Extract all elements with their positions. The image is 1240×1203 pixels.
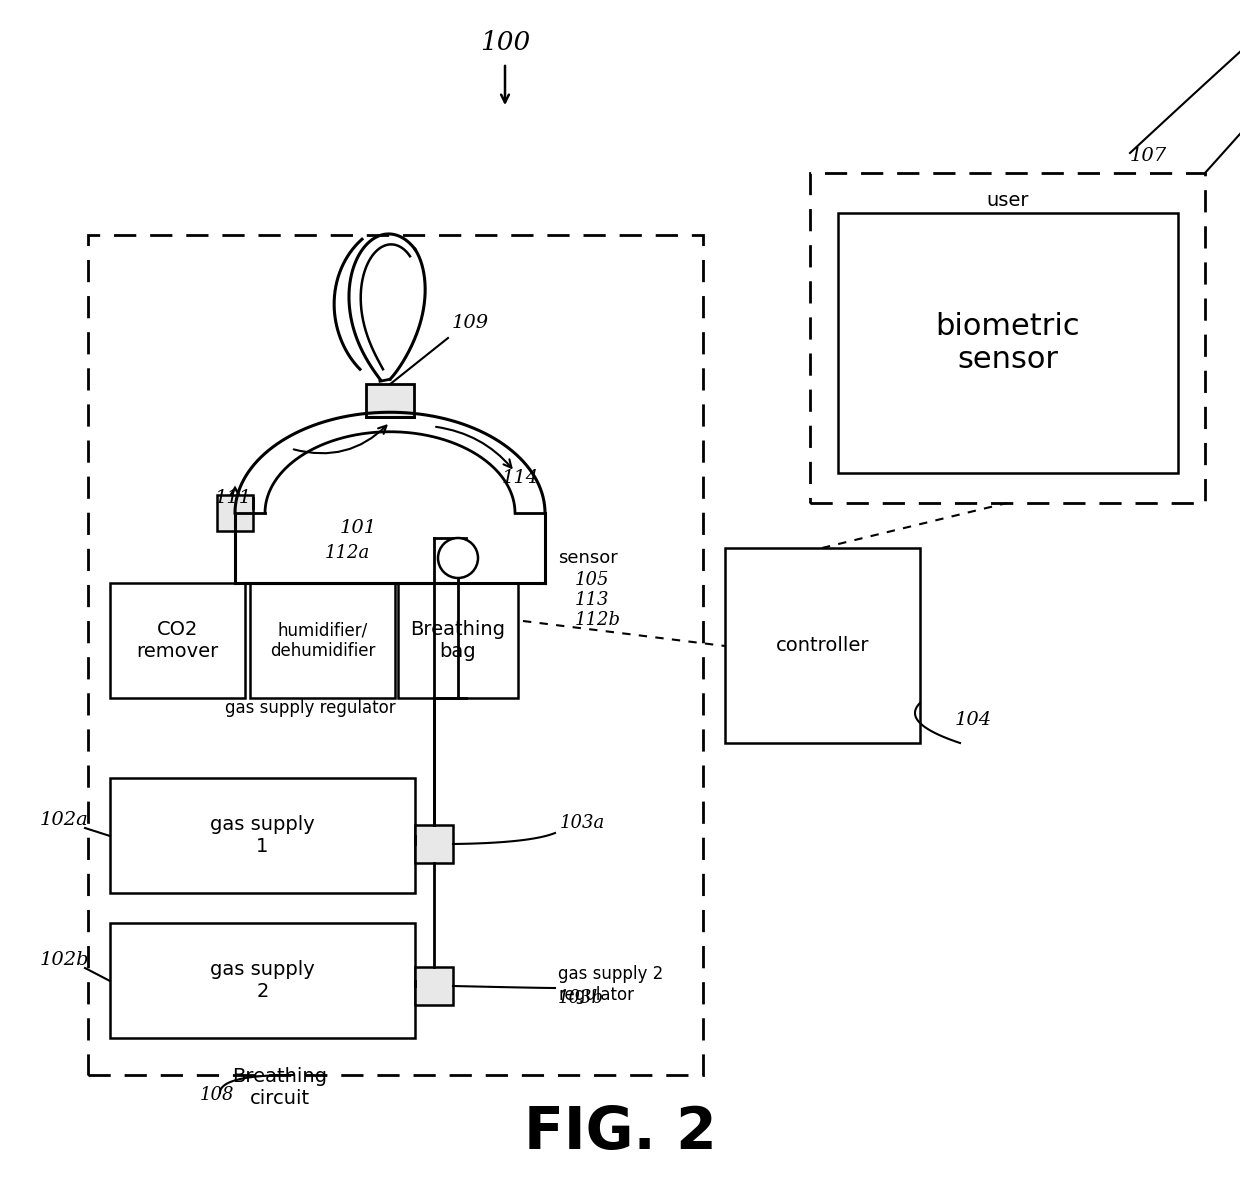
Text: 104: 104 [955,711,992,729]
Bar [110,923,415,1038]
Bar [725,549,920,743]
Polygon shape [223,488,247,508]
Text: 112b: 112b [575,611,621,629]
Text: sensor: sensor [558,549,618,567]
Bar [250,583,396,698]
Bar [398,583,518,698]
Circle shape [438,538,477,577]
Text: 113: 113 [575,591,610,609]
Text: humidifier/
dehumidifier: humidifier/ dehumidifier [270,621,376,660]
Text: Breathing
bag: Breathing bag [410,620,506,660]
Text: Breathing
circuit: Breathing circuit [233,1067,327,1108]
Text: 105: 105 [575,571,610,589]
Text: 112a: 112a [325,544,371,562]
Text: 103b: 103b [558,989,604,1007]
Bar [415,967,453,1005]
Bar [110,583,246,698]
Text: 108: 108 [200,1086,234,1104]
Text: 101: 101 [340,518,377,537]
Text: 102a: 102a [40,811,89,829]
Bar [217,494,253,531]
Text: 102b: 102b [40,952,89,968]
Text: user: user [986,191,1029,211]
Bar [88,235,703,1075]
Text: 114: 114 [502,469,539,487]
Text: gas supply
1: gas supply 1 [210,814,315,857]
Bar [110,778,415,893]
Bar [810,173,1205,503]
Text: 111: 111 [215,488,252,506]
Text: CO2
remover: CO2 remover [136,620,218,660]
Text: controller: controller [776,636,869,654]
Text: 109: 109 [453,314,489,332]
Text: gas supply regulator: gas supply regulator [224,699,396,717]
Bar [415,825,453,863]
Text: gas supply
2: gas supply 2 [210,960,315,1001]
Text: 103a: 103a [560,814,605,832]
Text: 100: 100 [480,30,531,55]
Text: FIG. 2: FIG. 2 [523,1104,717,1161]
Text: biometric
sensor: biometric sensor [936,312,1080,374]
Bar [366,384,414,417]
Bar [838,213,1178,473]
Text: 107: 107 [1130,147,1167,165]
Text: gas supply 2
regulator: gas supply 2 regulator [558,965,663,1003]
